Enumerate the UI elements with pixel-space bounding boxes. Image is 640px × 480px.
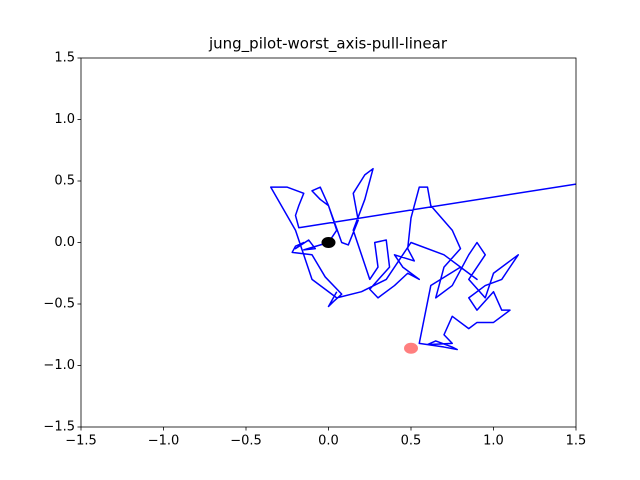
y-tick-label: −0.5 [43,297,75,312]
marker [321,237,336,248]
x-tick-label: 1.0 [483,434,504,449]
chart-title: jung_pilot-worst_axis-pull-linear [208,35,448,54]
x-tick-label: 1.5 [566,434,587,449]
y-tick-label: 0.5 [54,174,75,189]
x-tick-label: −1.0 [148,434,180,449]
marker [404,342,418,354]
x-tick-label: 0.5 [401,434,422,449]
trajectory [270,167,576,351]
plot-area [270,167,576,354]
y-tick-label: 1.0 [54,112,75,127]
y-tick-label: 1.5 [54,51,75,66]
x-tick-label: 0.0 [318,434,339,449]
axes-frame [80,57,577,428]
y-tick-label: −1.0 [43,358,75,373]
y-tick-label: −1.5 [43,420,75,435]
y-tick-label: 0.0 [54,235,75,250]
x-tick-label: −0.5 [230,434,262,449]
x-tick-label: −1.5 [65,434,97,449]
